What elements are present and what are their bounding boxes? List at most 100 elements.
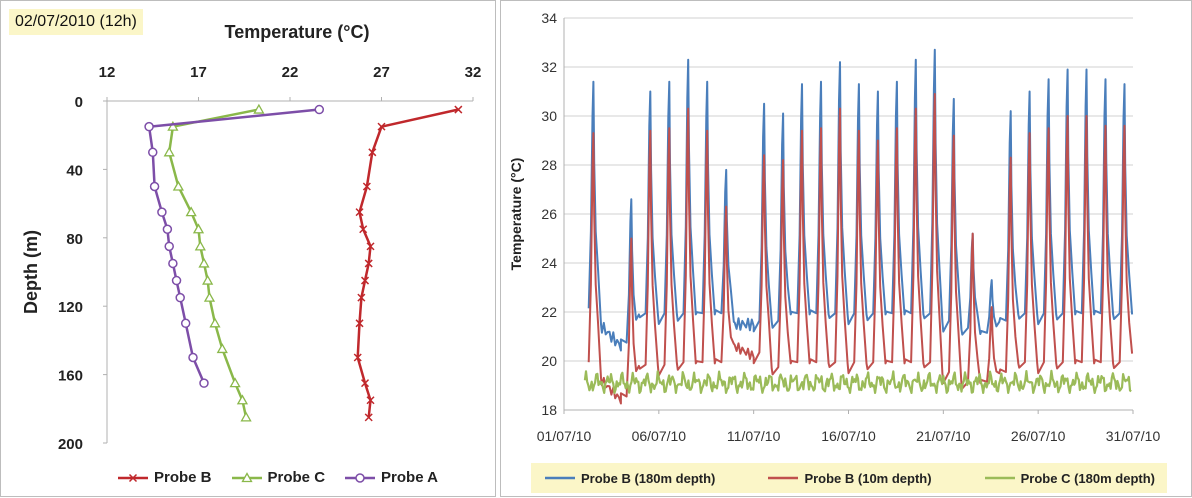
y-tick-label: 26 (541, 206, 557, 222)
y-tick-label: 0 (75, 94, 83, 111)
data-point (148, 147, 158, 158)
data-point (355, 319, 364, 328)
x-tick-label: 26/07/10 (1011, 428, 1066, 444)
right-legend: Probe B (180m depth) Probe B (10m depth) P… (531, 463, 1167, 493)
series-probe-c (163, 103, 265, 422)
legend-label: Probe C (180m depth) (1020, 470, 1155, 486)
series-line (167, 108, 260, 418)
panel-divider (496, 0, 500, 497)
legend-item: Probe C (230, 469, 325, 486)
data-point (203, 291, 216, 302)
data-point (454, 105, 463, 114)
data-point (175, 292, 185, 303)
y-axis-title: Temperature (°C) (508, 158, 524, 271)
data-point (366, 242, 375, 251)
series-line (147, 108, 320, 384)
series-probe-c-180m-depth (583, 369, 1132, 394)
legend-label: Probe B (154, 469, 212, 486)
data-point (377, 122, 386, 131)
data-point (236, 394, 249, 405)
data-point (199, 378, 209, 388)
data-point (157, 207, 167, 217)
legend-marker (355, 472, 365, 483)
legend-swatch (345, 472, 376, 483)
data-point (168, 258, 178, 269)
data-point (360, 276, 370, 285)
left-legend: Probe B Probe C Probe A (116, 469, 456, 486)
legend-label: Probe B (10m depth) (804, 470, 932, 486)
legend-item: Probe B (180m depth) (543, 471, 715, 486)
data-point (368, 148, 377, 157)
data-point (180, 318, 191, 329)
legend-swatch (768, 476, 799, 480)
legend-item: Probe B (10m depth) (766, 470, 932, 486)
data-point (229, 377, 241, 388)
left-chart-panel: 02/07/2010 (12h) Temperature (°C) Depth (… (0, 0, 496, 497)
y-tick-label: 32 (541, 59, 557, 75)
data-point (172, 180, 184, 191)
data-point (359, 225, 368, 234)
data-point (314, 104, 325, 115)
y-tick-label: 34 (541, 10, 557, 26)
legend-item: Probe A (343, 469, 438, 486)
data-point (194, 240, 206, 251)
x-tick-label: 21/07/10 (916, 428, 971, 444)
x-tick-label: 01/07/10 (537, 428, 592, 444)
data-point (209, 317, 221, 328)
legend-item: Probe C (180m depth) (983, 471, 1155, 486)
data-point (362, 182, 371, 191)
data-point (357, 293, 366, 302)
data-point (364, 259, 373, 268)
data-point (188, 352, 198, 363)
data-point (240, 411, 252, 422)
series-probe-b (353, 105, 463, 422)
x-tick-label: 27 (373, 64, 390, 81)
legend-swatch (545, 476, 575, 480)
y-tick-label: 22 (541, 304, 557, 320)
data-point (164, 241, 174, 252)
series-probe-b-10m-depth (587, 93, 1134, 405)
x-tick-label: 17 (190, 64, 207, 81)
legend-swatch (984, 476, 1015, 480)
data-point (163, 146, 175, 157)
depth-profile-chart: Temperature (°C) Depth (m) 12 17 22 27 32 0 40 80… (21, 22, 482, 453)
y-tick-label: 160 (58, 368, 83, 385)
data-point (198, 257, 210, 268)
legend-label: Probe A (381, 469, 438, 486)
data-point (171, 275, 182, 286)
data-point (360, 379, 370, 388)
data-point (162, 224, 173, 234)
data-point (149, 181, 160, 192)
legend-marker (240, 471, 253, 482)
series-probe-a (144, 104, 325, 388)
legend-swatch (231, 471, 262, 482)
data-point (355, 208, 364, 217)
legend-label: Probe B (180m depth) (581, 470, 716, 486)
x-tick-label: 31/07/10 (1106, 428, 1161, 444)
x-tick-label: 12 (99, 64, 116, 81)
data-point (167, 120, 179, 131)
series-line (356, 108, 459, 418)
y-tick-label: 30 (541, 108, 557, 124)
x-axis-title: Temperature (°C) (225, 22, 370, 42)
x-tick-label: 22 (282, 64, 299, 81)
data-point (366, 396, 375, 405)
data-point (364, 413, 373, 422)
y-tick-label: 20 (541, 353, 557, 369)
y-tick-label: 24 (541, 255, 557, 271)
y-axis-title: Depth (m) (21, 230, 41, 314)
y-tick-label: 28 (541, 157, 557, 173)
data-point (202, 274, 214, 285)
data-point (144, 121, 154, 132)
x-tick-label: 11/07/10 (727, 428, 781, 444)
legend-swatch (118, 473, 148, 482)
data-point (353, 353, 362, 362)
x-tick-label: 32 (465, 64, 482, 81)
x-tick-label: 16/07/10 (821, 428, 876, 444)
series-line (583, 369, 1132, 394)
legend-marker (128, 473, 138, 482)
data-point (253, 103, 265, 114)
data-point (185, 206, 197, 217)
data-point (216, 343, 228, 354)
legend-item: Probe B (116, 469, 212, 486)
